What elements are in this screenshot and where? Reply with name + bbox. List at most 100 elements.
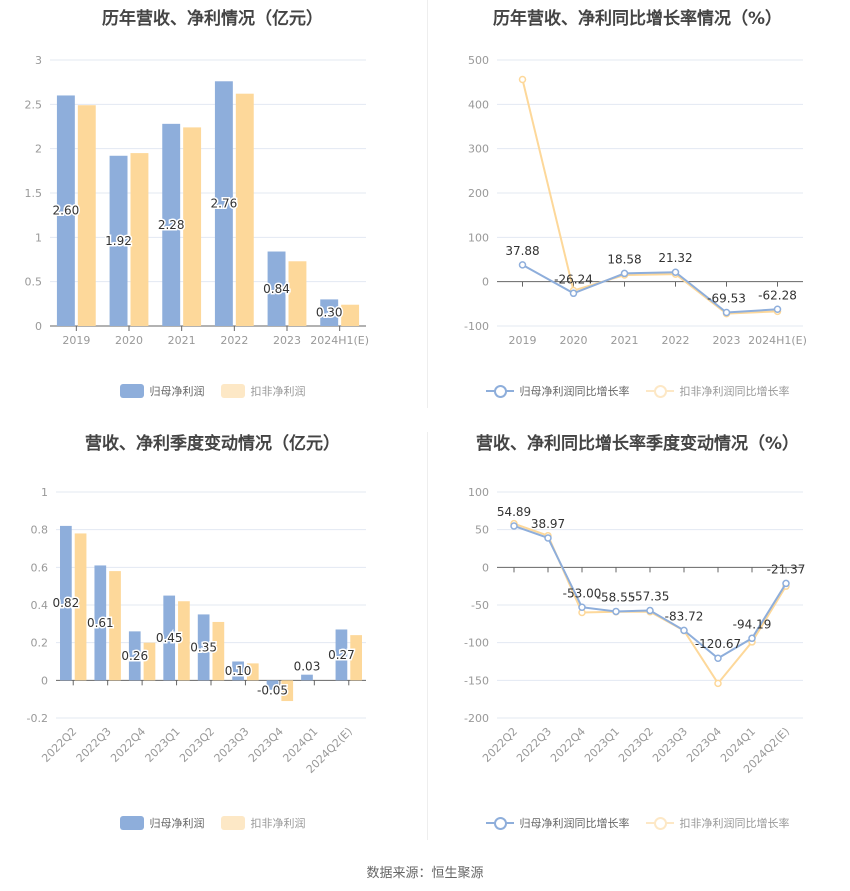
data-point[interactable] bbox=[722, 308, 731, 317]
data-label: 0.10 bbox=[225, 664, 252, 678]
quarterly-profit-panel: 营收、净利季度变动情况（亿元） -0.2 0 0.2 0.4 0.6 0.8 1 2022Q2… bbox=[0, 425, 425, 845]
data-label: -62.28 bbox=[758, 288, 797, 302]
bar[interactable] bbox=[74, 533, 87, 681]
x-tick-label: 2021 bbox=[168, 334, 196, 347]
legend-item-parent-net-profit[interactable]: 归母净利润 bbox=[119, 383, 205, 399]
legend-item-deducted-net-profit[interactable]: 扣非净利润 bbox=[220, 815, 306, 831]
data-label: 38.97 bbox=[531, 517, 565, 531]
data-point[interactable] bbox=[782, 579, 790, 588]
annual-growth-panel: 历年营收、净利同比增长率情况（%） -100 0 100 200 300 400 500 20… bbox=[425, 0, 850, 420]
bar[interactable] bbox=[341, 304, 360, 326]
data-point[interactable] bbox=[671, 268, 680, 276]
bar[interactable] bbox=[320, 299, 339, 326]
data-point[interactable] bbox=[612, 607, 620, 616]
x-tick-label: 2020 bbox=[560, 334, 588, 347]
y-tick-label: 1 bbox=[41, 486, 48, 499]
bar[interactable] bbox=[128, 631, 141, 681]
y-tick-label: 500 bbox=[468, 54, 489, 67]
bar[interactable] bbox=[77, 105, 96, 326]
legend-label: 归母净利润同比增长率 bbox=[519, 385, 630, 398]
x-tick-label: 2019 bbox=[509, 334, 537, 347]
data-point[interactable] bbox=[578, 603, 586, 612]
data-label: -57.35 bbox=[631, 590, 670, 604]
x-tick-label: 2020 bbox=[115, 334, 143, 347]
bar[interactable] bbox=[143, 642, 156, 681]
y-tick-label: 1.5 bbox=[25, 187, 43, 200]
data-label: 54.89 bbox=[497, 505, 531, 519]
bar[interactable] bbox=[183, 127, 202, 327]
y-tick-label: 50 bbox=[475, 524, 489, 537]
bar[interactable] bbox=[56, 95, 75, 326]
bar[interactable] bbox=[235, 93, 254, 327]
legend-item-parent-net-profit[interactable]: 归母净利润 bbox=[119, 815, 205, 831]
data-point[interactable] bbox=[646, 606, 654, 615]
y-tick-label: 3 bbox=[35, 54, 42, 67]
y-tick-label: 0.8 bbox=[31, 524, 49, 537]
bar[interactable] bbox=[109, 155, 128, 326]
legend-item-deducted-growth[interactable]: 扣非净利润同比增长率 bbox=[645, 815, 790, 831]
bar[interactable] bbox=[109, 571, 121, 681]
bar[interactable] bbox=[267, 251, 286, 326]
bar[interactable] bbox=[214, 81, 233, 326]
annual-profit-bar-chart: 0 0.5 1 1.5 2 2.5 3 2019 2020 2021 2022 2023 2024H1(… bbox=[25, 54, 370, 347]
bar[interactable] bbox=[212, 621, 225, 681]
y-tick-label: 1 bbox=[35, 231, 42, 244]
data-point[interactable] bbox=[620, 269, 629, 278]
x-tick-label: 2023 bbox=[273, 334, 301, 347]
data-point[interactable] bbox=[518, 75, 527, 84]
data-label: 0.61 bbox=[87, 616, 114, 630]
bar[interactable] bbox=[94, 565, 107, 681]
data-label: 0.84 bbox=[263, 282, 290, 296]
bar[interactable] bbox=[301, 674, 313, 681]
y-tick-label: 400 bbox=[468, 98, 489, 111]
data-point[interactable] bbox=[510, 522, 518, 530]
y-tick-label: 0 bbox=[482, 561, 489, 574]
bar[interactable] bbox=[60, 525, 72, 681]
x-tick-label: 2023Q3 bbox=[650, 725, 690, 765]
data-label: -26.24 bbox=[554, 272, 593, 286]
data-point[interactable] bbox=[680, 626, 688, 635]
y-tick-label: -200 bbox=[464, 712, 489, 725]
bar[interactable] bbox=[130, 153, 149, 326]
bar[interactable] bbox=[281, 680, 294, 702]
x-tick-label: 2023Q4 bbox=[684, 725, 724, 765]
data-label: 0.45 bbox=[156, 631, 183, 645]
legend-item-parent-growth[interactable]: 归母净利润同比增长率 bbox=[485, 815, 630, 831]
data-point[interactable] bbox=[569, 289, 578, 298]
bar[interactable] bbox=[162, 123, 181, 326]
data-point[interactable] bbox=[714, 654, 722, 662]
bar[interactable] bbox=[178, 601, 190, 681]
data-source: 数据来源：恒生聚源 bbox=[366, 866, 484, 881]
x-tick-label: 2022 bbox=[220, 334, 248, 347]
legend-line-marker-icon bbox=[485, 816, 514, 830]
data-point[interactable] bbox=[518, 261, 527, 269]
data-point[interactable] bbox=[773, 305, 782, 314]
legend-line-marker-icon bbox=[645, 816, 674, 830]
x-tick-label: 2019 bbox=[62, 334, 90, 347]
data-point[interactable] bbox=[544, 534, 552, 542]
bar[interactable] bbox=[350, 635, 362, 681]
legend-item-deducted-net-profit[interactable]: 扣非净利润 bbox=[220, 383, 306, 399]
data-label: -120.67 bbox=[695, 637, 741, 651]
data-label: -53.00 bbox=[563, 586, 602, 600]
bar[interactable] bbox=[246, 663, 259, 681]
legend-item-deducted-growth[interactable]: 扣非净利润同比增长率 bbox=[645, 383, 790, 399]
bar[interactable] bbox=[335, 629, 348, 681]
y-tick-label: 0.5 bbox=[25, 276, 43, 289]
bar[interactable] bbox=[197, 614, 210, 681]
data-label: -69.53 bbox=[707, 291, 746, 305]
data-point[interactable] bbox=[714, 679, 722, 688]
bar[interactable] bbox=[232, 661, 244, 681]
quarterly-growth-line-chart: -200-150-100-500501002022Q22022Q32022Q42… bbox=[464, 486, 805, 776]
bar[interactable] bbox=[266, 680, 279, 690]
x-tick-label: 2023Q3 bbox=[212, 725, 252, 765]
x-tick-label: 2023Q1 bbox=[582, 725, 622, 765]
bar[interactable] bbox=[163, 595, 176, 681]
data-label: 0.30 bbox=[316, 306, 343, 320]
legend-label: 扣非净利润 bbox=[250, 817, 306, 830]
bar[interactable] bbox=[288, 261, 307, 326]
legend-label: 归母净利润同比增长率 bbox=[519, 817, 630, 830]
legend-item-parent-growth[interactable]: 归母净利润同比增长率 bbox=[485, 383, 630, 399]
data-label: 21.32 bbox=[658, 251, 692, 265]
data-point[interactable] bbox=[748, 634, 756, 643]
